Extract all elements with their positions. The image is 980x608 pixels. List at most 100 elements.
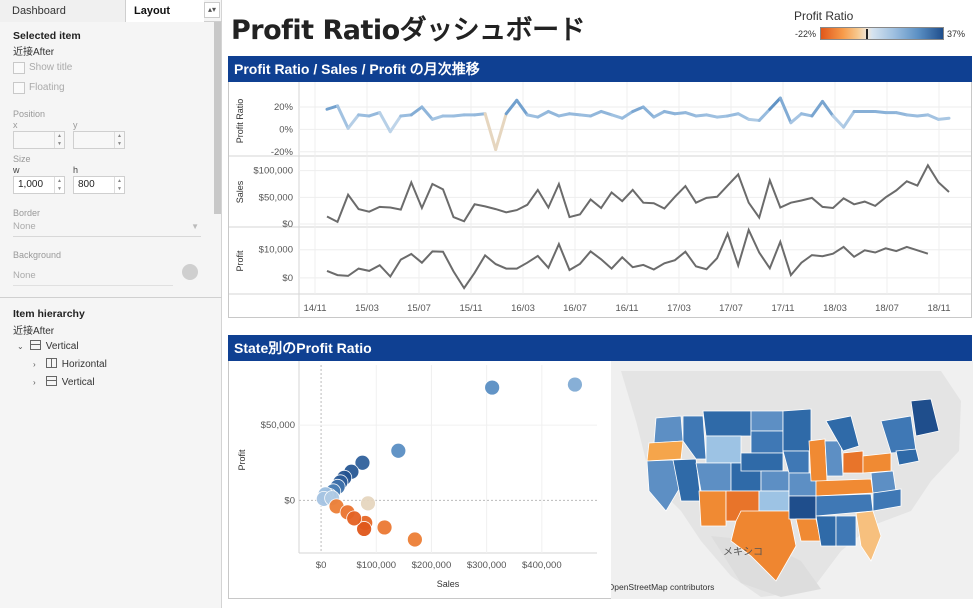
size-label: Size bbox=[13, 154, 31, 164]
profit-ratio-line-segment[interactable] bbox=[652, 109, 666, 119]
profit-ratio-line-segment[interactable] bbox=[546, 109, 561, 118]
state-point[interactable] bbox=[406, 531, 423, 548]
position-x-input[interactable]: ▲ ▼ bbox=[13, 131, 65, 149]
pane-scrollbar[interactable] bbox=[214, 22, 221, 214]
profit-ratio-line-segment[interactable] bbox=[346, 113, 361, 130]
state-point[interactable] bbox=[484, 379, 501, 396]
state-point[interactable] bbox=[356, 521, 373, 537]
floating-checkbox[interactable] bbox=[13, 82, 25, 94]
profit-ratio-line-segment[interactable] bbox=[483, 112, 498, 152]
trend-charts[interactable]: 14/11 15/03 15/07 15/11 16/03 16/07 16/11 17/03… bbox=[229, 82, 971, 318]
tab-menu-icon[interactable]: ▴▾ bbox=[204, 2, 220, 18]
stepper-icon[interactable]: ▲ ▼ bbox=[114, 177, 124, 193]
profit-ratio-line-segment[interactable] bbox=[409, 105, 424, 117]
profit-ratio-line-segment[interactable] bbox=[683, 111, 698, 118]
profit-ratio-line-segment[interactable] bbox=[705, 113, 719, 119]
chevron-right-icon[interactable]: › bbox=[33, 378, 36, 387]
profit-ratio-line-segment[interactable] bbox=[936, 116, 951, 121]
tab-dashboard[interactable]: Dashboard bbox=[0, 0, 126, 22]
show-title-checkbox[interactable] bbox=[13, 62, 25, 74]
state-point[interactable] bbox=[360, 495, 376, 512]
profit-ratio-line-segment[interactable] bbox=[536, 109, 550, 119]
profit-ratio-line-segment[interactable] bbox=[673, 111, 687, 116]
profit-ratio-line-segment[interactable] bbox=[430, 114, 445, 121]
profit-ratio-line-segment[interactable] bbox=[905, 113, 919, 118]
profit-ratio-line-segment[interactable] bbox=[736, 112, 751, 121]
profit-ratio-line-segment[interactable] bbox=[641, 105, 656, 119]
profit-ratio-line-segment[interactable] bbox=[599, 109, 614, 117]
us-state-map[interactable]: メキシコ © OpenStreetMap contributors bbox=[611, 361, 973, 599]
profit-ratio-line-segment[interactable] bbox=[778, 96, 793, 125]
stepper-icon[interactable]: ▲ ▼ bbox=[54, 132, 64, 148]
profit-ratio-line-segment[interactable] bbox=[820, 99, 835, 118]
scatter-y-tick-label: $0 bbox=[284, 495, 295, 506]
sales-line[interactable] bbox=[326, 163, 950, 224]
profit-ratio-line-segment[interactable] bbox=[420, 105, 434, 121]
tab-layout[interactable]: Layout bbox=[126, 0, 204, 22]
chevron-down-icon[interactable]: ⌄ bbox=[17, 342, 24, 351]
profit-ratio-line-segment[interactable] bbox=[694, 113, 709, 118]
profit-ratio-line-segment[interactable] bbox=[515, 98, 529, 117]
tree-node-vertical[interactable]: ⌄ Vertical bbox=[17, 340, 79, 352]
profit-ratio-line-segment[interactable] bbox=[757, 107, 772, 122]
state-point[interactable] bbox=[567, 376, 583, 393]
profit-ratio-line-segment[interactable] bbox=[610, 113, 624, 120]
profit-ratio-line-segment[interactable] bbox=[747, 117, 761, 122]
profit-ratio-line-segment[interactable] bbox=[378, 111, 392, 134]
state-point[interactable] bbox=[354, 454, 371, 471]
profit-ratio-line-segment[interactable] bbox=[578, 113, 593, 118]
profit-ratio-line-segment[interactable] bbox=[631, 105, 645, 113]
profit-ratio-line-segment[interactable] bbox=[473, 112, 487, 117]
profit-ratio-line-segment[interactable] bbox=[567, 112, 582, 117]
profit-ratio-line-segment[interactable] bbox=[715, 114, 730, 119]
profit-ratio-line-segment[interactable] bbox=[662, 109, 677, 116]
state-point[interactable] bbox=[346, 510, 363, 527]
profit-ratio-line-segment[interactable] bbox=[525, 113, 540, 119]
border-dropdown[interactable]: None ▼ bbox=[13, 221, 201, 237]
profit-ratio-line-segment[interactable] bbox=[842, 109, 856, 129]
profit-ratio-line-segment[interactable] bbox=[367, 111, 382, 118]
profit-ratio-line-segment[interactable] bbox=[388, 114, 403, 134]
scatter-x-axis-title: Sales bbox=[437, 579, 460, 589]
state-point[interactable] bbox=[376, 519, 393, 536]
background-dropdown[interactable]: None bbox=[13, 270, 173, 286]
profit-ratio-line-segment[interactable] bbox=[504, 98, 519, 116]
profit-ratio-line-segment[interactable] bbox=[915, 113, 930, 118]
y-tick-label: $100,000 bbox=[253, 166, 293, 177]
profit-ratio-line-segment[interactable] bbox=[336, 104, 350, 130]
profit-ratio-line-segment[interactable] bbox=[768, 96, 782, 111]
profit-ratio-line-segment[interactable] bbox=[557, 112, 571, 118]
profit-ratio-line-segment[interactable] bbox=[926, 113, 940, 121]
profit-line[interactable] bbox=[326, 227, 929, 290]
profit-ratio-line-segment[interactable] bbox=[589, 109, 603, 118]
profit-ratio-line-segment[interactable] bbox=[789, 112, 803, 125]
size-h-input[interactable]: 800 ▲ ▼ bbox=[73, 176, 125, 194]
state-point[interactable] bbox=[390, 442, 407, 459]
scatter-y-tick-label: $50,000 bbox=[261, 420, 295, 431]
state-regions[interactable] bbox=[646, 398, 940, 582]
size-w-input[interactable]: 1,000 ▲ ▼ bbox=[13, 176, 65, 194]
border-value: None bbox=[13, 221, 36, 232]
background-color-swatch[interactable] bbox=[182, 264, 198, 280]
stepper-icon[interactable]: ▲ ▼ bbox=[114, 132, 124, 148]
profit-ratio-line-segment[interactable] bbox=[873, 109, 888, 115]
profit-ratio-line-segment[interactable] bbox=[726, 112, 740, 118]
profit-ratio-line-segment[interactable] bbox=[799, 112, 814, 118]
profit-ratio-line-segment[interactable] bbox=[325, 104, 340, 111]
tree-node-vertical-child[interactable]: › Vertical bbox=[33, 376, 95, 388]
color-legend-bar[interactable] bbox=[820, 27, 944, 40]
position-y-input[interactable]: ▲ ▼ bbox=[73, 131, 125, 149]
profit-ratio-line-segment[interactable] bbox=[894, 111, 909, 117]
tree-node-horizontal[interactable]: › Horizontal bbox=[33, 358, 107, 370]
stepper-icon[interactable]: ▲ ▼ bbox=[54, 177, 64, 193]
scatter-chart[interactable]: $0 $100,000 $200,000 $300,000 $400,000 $50,00… bbox=[229, 361, 609, 599]
profit-ratio-line-segment[interactable] bbox=[810, 99, 824, 118]
profit-ratio-line-segment[interactable] bbox=[831, 114, 846, 129]
profit-ratio-line-segment[interactable] bbox=[494, 112, 508, 152]
profit-ratio-line-segment[interactable] bbox=[399, 113, 413, 118]
profit-ratio-line-segment[interactable] bbox=[452, 113, 466, 118]
y-tick-label: $0 bbox=[282, 273, 293, 284]
chevron-right-icon[interactable]: › bbox=[33, 360, 36, 369]
profit-ratio-line-segment[interactable] bbox=[620, 109, 635, 120]
profit-ratio-line-segment[interactable] bbox=[357, 113, 371, 118]
